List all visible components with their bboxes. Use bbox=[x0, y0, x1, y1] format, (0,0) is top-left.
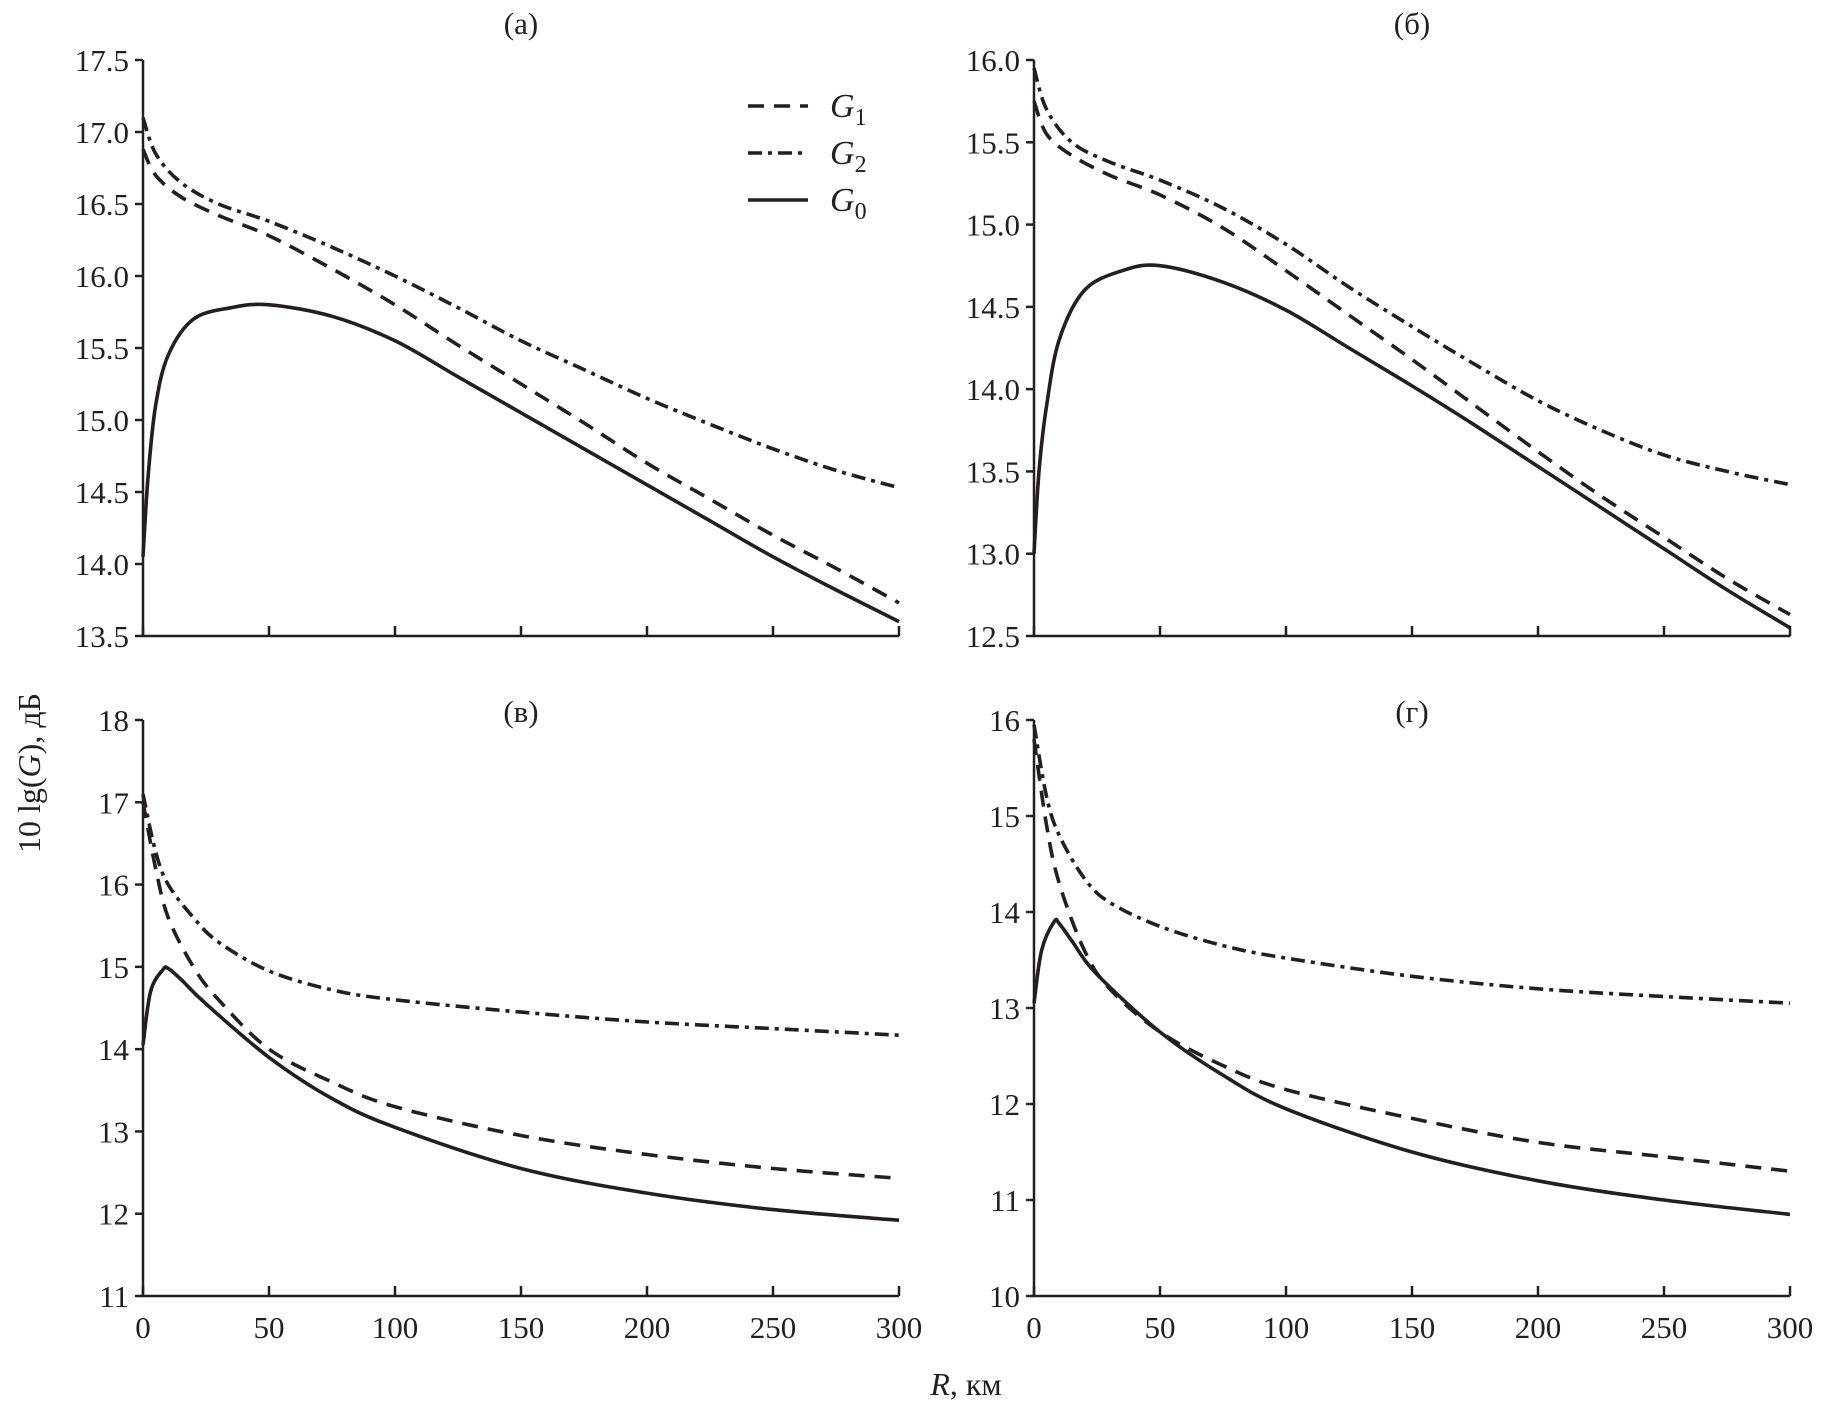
y-tick-label: 13.0 bbox=[966, 537, 1020, 572]
panel-4: (г) 10 11 12 13 14 15 16 0 50 100 150 200 250 300 bbox=[989, 694, 1813, 1345]
x-tick-label: 250 bbox=[1641, 1310, 1688, 1345]
x-tick-label: 150 bbox=[498, 1310, 545, 1345]
x-tick-label: 0 bbox=[1026, 1310, 1042, 1345]
x-tick-label: 50 bbox=[1145, 1310, 1176, 1345]
y-tick-label: 18 bbox=[98, 703, 129, 738]
x-tick-label: 200 bbox=[1515, 1310, 1562, 1345]
y-tick-label: 12 bbox=[98, 1197, 129, 1232]
legend-label-sub: 1 bbox=[855, 105, 867, 131]
legend-label: G2 bbox=[830, 135, 867, 178]
legend-label-sub: 0 bbox=[855, 199, 867, 225]
y-tick-label: 13 bbox=[98, 1114, 129, 1149]
legend-label-sub: 2 bbox=[855, 152, 867, 178]
y-axis-label-prefix: 10 lg( bbox=[11, 777, 47, 853]
y-tick-label: 11 bbox=[99, 1279, 129, 1314]
panel-title: (в) bbox=[503, 694, 538, 729]
x-tick-label: 0 bbox=[135, 1310, 151, 1345]
x-tick-label: 50 bbox=[254, 1310, 285, 1345]
x-tick-label: 200 bbox=[624, 1310, 671, 1345]
y-tick-label: 15 bbox=[98, 950, 129, 985]
axis-lines bbox=[1032, 720, 1790, 1298]
y-tick-label: 17 bbox=[98, 785, 129, 820]
axis-lines bbox=[141, 60, 899, 638]
y-axis-label-suffix: ), дБ bbox=[11, 693, 47, 754]
x-tick-label: 100 bbox=[372, 1310, 419, 1345]
panel-3: (в) 11 12 13 14 15 16 17 18 0 50 100 150 200 250 300 bbox=[98, 694, 922, 1345]
y-tick-label: 13.5 bbox=[966, 454, 1020, 489]
y-tick-label: 16.0 bbox=[75, 259, 129, 294]
y-tick-label: 17.0 bbox=[75, 115, 129, 150]
y-tick-label: 16 bbox=[98, 868, 129, 903]
legend-label: G1 bbox=[830, 88, 867, 131]
y-tick-label: 10 bbox=[989, 1279, 1020, 1314]
panel-title: (б) bbox=[1394, 6, 1430, 41]
y-axis-label: 10 lg(G), дБ bbox=[11, 693, 47, 853]
y-axis-label-var: G bbox=[11, 754, 47, 777]
legend-label-base: G bbox=[830, 135, 855, 172]
y-tick-label: 14.5 bbox=[966, 290, 1020, 325]
series-g2-line bbox=[1032, 67, 1791, 487]
legend-label-base: G bbox=[830, 182, 855, 219]
y-tick-label: 15.5 bbox=[966, 125, 1020, 160]
y-tick-label: 12.5 bbox=[966, 619, 1020, 654]
x-axis-label-unit: , км bbox=[950, 1366, 1002, 1402]
y-tick-label: 14 bbox=[98, 1032, 130, 1067]
series-g1-line bbox=[1032, 100, 1791, 617]
y-tick-label: 16.5 bbox=[75, 187, 129, 222]
series-g1-line bbox=[1032, 738, 1791, 1173]
series-g0-line bbox=[1032, 263, 1791, 630]
x-tick-label: 300 bbox=[1767, 1310, 1814, 1345]
panel-1: (а) 13.5 14.0 14.5 15.0 15.5 16.0 16.5 17.0 17.5 bbox=[75, 6, 901, 654]
series-g1-line bbox=[141, 148, 900, 605]
y-tick-label: 15.0 bbox=[966, 208, 1020, 243]
series-g0-line bbox=[141, 965, 900, 1223]
series-g2-line bbox=[1032, 724, 1791, 1005]
y-tick-label: 16.0 bbox=[966, 43, 1020, 78]
panel-title: (а) bbox=[504, 6, 538, 41]
y-tick-label: 14.5 bbox=[75, 475, 129, 510]
series-g0-line bbox=[1032, 917, 1791, 1217]
y-tick-label: 13.5 bbox=[75, 619, 129, 654]
legend-label-base: G bbox=[830, 88, 855, 125]
y-tick-label: 14 bbox=[989, 895, 1021, 930]
x-tick-label: 250 bbox=[750, 1310, 797, 1345]
y-tick-label: 17.5 bbox=[75, 43, 129, 78]
y-tick-label: 15 bbox=[989, 799, 1020, 834]
y-tick-label: 15.5 bbox=[75, 331, 129, 366]
series-g0-line bbox=[141, 302, 900, 624]
y-tick-label: 14.0 bbox=[966, 372, 1020, 407]
axis-lines bbox=[1032, 60, 1790, 638]
x-axis-label-var: R bbox=[929, 1366, 950, 1402]
x-tick-label: 300 bbox=[876, 1310, 923, 1345]
series-g2-line bbox=[141, 117, 900, 490]
y-tick-label: 15.0 bbox=[75, 403, 129, 438]
x-axis-label: R, км bbox=[929, 1366, 1001, 1402]
legend-label: G0 bbox=[830, 182, 867, 225]
series-g2-line bbox=[141, 793, 900, 1037]
panel-title: (г) bbox=[1395, 694, 1428, 729]
y-tick-label: 12 bbox=[989, 1087, 1020, 1122]
panel-2: (б) 12.5 13.0 13.5 14.0 14.5 15.0 15.5 16.0 bbox=[966, 6, 1792, 654]
y-tick-label: 14.0 bbox=[75, 547, 129, 582]
y-tick-label: 16 bbox=[989, 703, 1020, 738]
series-g1-line bbox=[141, 801, 900, 1181]
x-tick-label: 150 bbox=[1389, 1310, 1436, 1345]
y-tick-label: 13 bbox=[989, 991, 1020, 1026]
x-tick-label: 100 bbox=[1263, 1310, 1310, 1345]
y-tick-label: 11 bbox=[990, 1183, 1020, 1218]
